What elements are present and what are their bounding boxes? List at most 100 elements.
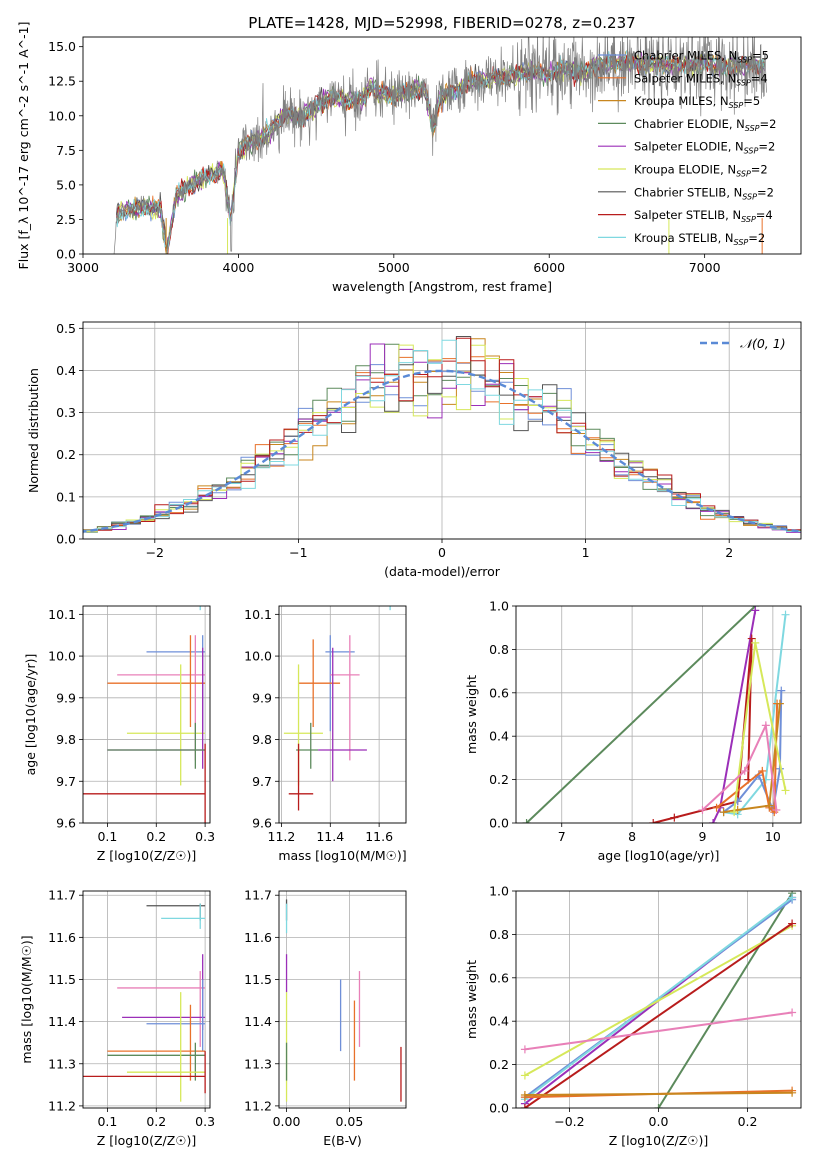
weight-vs-Z-panel-xlabel: Z [log10(Z/Z☉)]	[609, 1133, 709, 1148]
weight-vs-age-panel-frame	[515, 605, 802, 824]
weight-marker	[788, 1008, 797, 1017]
residuals-panel-xtick-label: 2	[725, 545, 733, 560]
mass-vs-Z-panel-xlabel: Z [log10(Z/Z☉)]	[97, 1133, 197, 1148]
mass-vs-EBV-panel-ytick-label: 11.2	[244, 1098, 272, 1113]
mass-vs-Z-panel-ylabel: mass [log10(M/M☉)]	[19, 935, 34, 1063]
age-vs-mass-panel-ytick-label: 9.6	[252, 816, 272, 831]
legend-entry-label: Chabrier ELODIE, NSSP=2	[634, 117, 776, 133]
age-vs-mass-panel-frame	[278, 605, 407, 824]
age-vs-mass-panel: 11.2 11.4 11.6 9.6 9.7 9.8 9.9 10.0 10.1 mass [lo…	[244, 605, 407, 863]
residuals-panel-ytick-label: 0.1	[56, 489, 76, 504]
weight-marker	[520, 1045, 529, 1054]
age-vs-Z-panel-xtick-label: 0.3	[195, 829, 215, 844]
weight-vs-age-panel-ytick-label: 0.0	[489, 816, 509, 831]
weight-vs-Z-panel-ytick-label: 0.8	[489, 927, 509, 942]
residuals-panel-ytick-label: 0.0	[56, 532, 76, 547]
weight-marker	[761, 721, 770, 730]
age-vs-Z-panel-ytick-label: 9.9	[56, 690, 76, 705]
age-vs-mass-panel-xtick-label: 11.4	[316, 829, 344, 844]
weight-vs-Z-panel-ytick-label: 0.4	[489, 1014, 509, 1029]
spectrum-panel-xtick-label: 7000	[689, 260, 721, 275]
spectrum-legend: Chabrier MILES, NSSP=5 Salpeter MILES, NS…	[598, 49, 776, 247]
weight-marker	[747, 634, 756, 643]
age-vs-mass-panel-plot-area	[283, 606, 391, 811]
age-vs-Z-panel-ytick-label: 9.6	[56, 816, 76, 831]
weight-vs-Z-panel-ytick-label: 1.0	[489, 884, 509, 899]
weight-vs-Z-panel-ytick-label: 0.6	[489, 970, 509, 985]
weight-marker	[781, 786, 790, 795]
spectrum-panel-ylabel: Flux [f_λ 10^-17 erg cm^-2 s^-1 A^-1]	[16, 22, 31, 270]
age-vs-mass-panel-xlabel: mass [log10(M/M☉)]	[278, 848, 406, 863]
spectrum-title: PLATE=1428, MJD=52998, FIBERID=0278, z=0…	[248, 14, 635, 32]
age-vs-Z-panel-plot-area	[83, 606, 206, 823]
residuals-panel-plot-area	[83, 336, 801, 535]
residuals-panel-xtick-label: −2	[146, 545, 164, 560]
mass-vs-EBV-panel-ytick-label: 11.5	[244, 972, 272, 987]
age-vs-mass-panel-xtick-label: 11.2	[268, 829, 296, 844]
residuals-panel-xlabel: (data-model)/error	[384, 564, 501, 579]
weight-marker	[751, 606, 760, 615]
weight-vs-age-panel-ylabel: mass weight	[464, 675, 479, 754]
age-vs-Z-panel-ytick-label: 9.8	[56, 732, 76, 747]
weight-marker	[758, 766, 767, 775]
weight-marker	[670, 813, 679, 822]
weight-line	[524, 924, 793, 1077]
spectrum-panel-ytick-label: 7.5	[56, 143, 76, 158]
spectrum-panel-ytick-label: 10.0	[48, 108, 76, 123]
weight-marker	[788, 893, 797, 902]
weight-vs-Z-panel: −0.2 0.0 0.2 0.0 0.2 0.4 0.6 0.8 1.0 Z [log10(Z/Z…	[464, 884, 802, 1148]
age-vs-Z-panel-xlabel: Z [log10(Z/Z☉)]	[97, 848, 197, 863]
weight-line	[723, 614, 787, 816]
residuals-panel: −2 −1 0 1 2 0.0 0.1 0.2 0.3 0.4 0.5 (data-model)/er…	[26, 321, 802, 579]
age-vs-mass-panel-ytick-label: 9.8	[252, 732, 272, 747]
mass-vs-Z-panel-xtick-label: 0.3	[195, 1114, 215, 1129]
weight-vs-age-panel-xtick-label: 10	[765, 829, 781, 844]
weight-marker	[649, 819, 658, 823]
weight-marker	[520, 1104, 529, 1108]
weight-vs-Z-panel-ytick-label: 0.2	[489, 1057, 509, 1072]
weight-vs-age-panel-ytick-label: 0.2	[489, 772, 509, 787]
mass-vs-EBV-panel-xlabel: E(B-V)	[323, 1133, 362, 1148]
age-vs-Z-panel-xtick-label: 0.2	[146, 829, 166, 844]
spectrum-panel-plot-area	[113, 37, 767, 254]
age-vs-Z-panel: 0.1 0.2 0.3 9.6 9.7 9.8 9.9 10.0 10.1 Z [log10(Z/…	[23, 605, 215, 863]
mass-vs-EBV-panel-frame	[278, 890, 407, 1109]
weight-vs-age-panel-ytick-label: 0.4	[489, 729, 509, 744]
residuals-panel-xtick-label: −1	[289, 545, 307, 560]
spectrum-panel-frame	[82, 36, 802, 255]
mass-vs-Z-panel-ytick-label: 11.5	[48, 972, 76, 987]
age-vs-mass-panel-xtick-label: 11.6	[365, 829, 393, 844]
spectrum-panel-ytick-label: 2.5	[56, 212, 76, 227]
mass-vs-Z-panel: 0.1 0.2 0.3 11.2 11.3 11.4 11.5 11.6 11.7 Z [log1…	[19, 888, 215, 1148]
residuals-panel-xtick-label: 0	[438, 545, 446, 560]
mass-vs-Z-panel-xtick-label: 0.1	[97, 1114, 117, 1129]
age-vs-mass-panel-ytick-label: 9.7	[252, 774, 272, 789]
weight-line	[524, 922, 793, 1108]
weight-vs-Z-panel-xtick-label: 0.2	[738, 1114, 758, 1129]
weight-line	[657, 892, 793, 1108]
mass-vs-Z-panel-xtick-label: 0.2	[146, 1114, 166, 1129]
spectrum-panel-xtick-label: 3000	[67, 260, 99, 275]
mass-vs-EBV-panel-ytick-label: 11.7	[244, 888, 272, 903]
observed-spectrum-line	[113, 37, 767, 254]
spectrum-panel-xtick-label: 6000	[533, 260, 565, 275]
spectrum-panel-ytick-label: 5.0	[56, 177, 76, 192]
mass-vs-EBV-panel-xtick-label: 0.05	[335, 1114, 363, 1129]
spectrum-panel-ytick-label: 12.5	[48, 74, 76, 89]
mass-vs-Z-panel-ytick-label: 11.4	[48, 1014, 76, 1029]
weight-vs-Z-panel-ylabel: mass weight	[464, 960, 479, 1039]
legend-entry-label: Salpeter STELIB, NSSP=4	[634, 208, 773, 224]
residuals-panel-ytick-label: 0.4	[56, 363, 76, 378]
weight-marker	[775, 699, 784, 708]
weight-vs-age-panel-xtick-label: 8	[628, 829, 636, 844]
weight-vs-age-panel-xtick-label: 7	[558, 829, 566, 844]
weight-marker	[709, 819, 718, 823]
residuals-panel-ytick-label: 0.2	[56, 447, 76, 462]
weight-marker	[522, 819, 531, 823]
mass-vs-Z-panel-frame	[82, 890, 211, 1109]
legend-entry-label: Kroupa STELIB, NSSP=2	[634, 231, 765, 247]
mass-vs-EBV-panel: 0.00 0.05 11.2 11.3 11.4 11.5 11.6 11.7 E(B-V)	[244, 888, 407, 1148]
weight-line	[525, 606, 756, 823]
spectrum-panel-xtick-label: 4000	[223, 260, 255, 275]
weight-marker	[740, 766, 749, 775]
